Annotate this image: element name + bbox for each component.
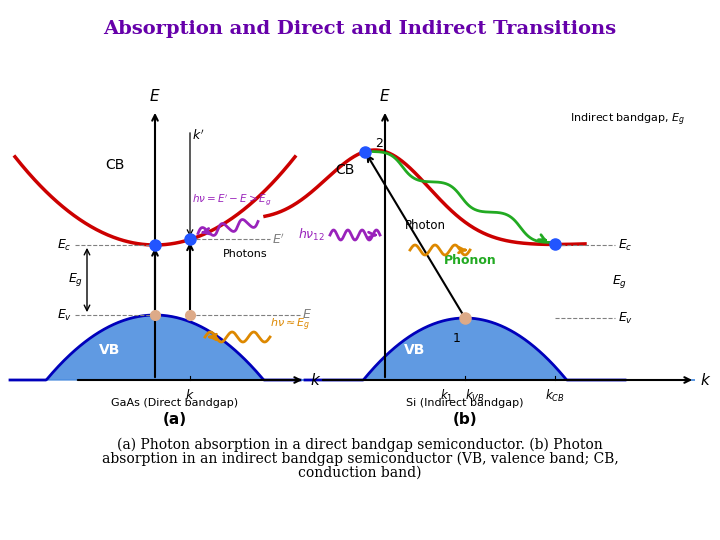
Text: $k_{VB}$: $k_{VB}$ [465,388,485,404]
Text: (a): (a) [163,412,187,427]
Text: VB: VB [99,343,121,357]
Text: $E_c$: $E_c$ [618,238,632,253]
Text: absorption in an indirect bandgap semiconductor (VB, valence band; CB,: absorption in an indirect bandgap semico… [102,452,618,467]
Text: GaAs (Direct bandgap): GaAs (Direct bandgap) [112,398,238,408]
Text: $E'$: $E'$ [272,232,285,247]
Text: $E_c$: $E_c$ [58,238,72,253]
Text: $k$: $k$ [185,388,195,402]
Text: VB: VB [405,343,426,357]
Text: $E$: $E$ [149,88,161,104]
Text: $k_1$: $k_1$ [441,388,454,404]
Text: CB: CB [336,163,355,177]
Text: $h\nu_{12}$: $h\nu_{12}$ [298,227,325,243]
Text: Indirect bandgap, $E_g$: Indirect bandgap, $E_g$ [570,112,685,128]
Text: $k$: $k$ [310,372,321,388]
Text: $E_v$: $E_v$ [57,307,72,322]
Text: $h\nu \approx E_g$: $h\nu \approx E_g$ [270,316,310,333]
Text: $E_v$: $E_v$ [618,310,633,326]
Text: $E_g$: $E_g$ [612,273,627,290]
Text: $k$: $k$ [700,372,711,388]
Text: $k_{CB}$: $k_{CB}$ [545,388,564,404]
Text: 1: 1 [453,332,461,345]
Text: $E$: $E$ [302,308,312,321]
Text: Absorption and Direct and Indirect Transitions: Absorption and Direct and Indirect Trans… [104,20,616,38]
Text: $E_g$: $E_g$ [68,272,83,288]
Text: CB: CB [105,158,125,172]
Text: Photon: Photon [405,219,446,232]
Text: 2: 2 [375,137,383,150]
Text: Photons: Photons [222,249,267,260]
Text: $k'$: $k'$ [192,128,204,143]
Text: $h\nu = E^\prime - E > E_g$: $h\nu = E^\prime - E > E_g$ [192,193,272,207]
Text: Phonon: Phonon [444,254,496,267]
Polygon shape [305,318,695,380]
Polygon shape [10,315,305,380]
Text: (b): (b) [453,412,477,427]
Text: $E$: $E$ [379,88,391,104]
Text: conduction band): conduction band) [298,466,422,480]
Text: Si (Indirect bandgap): Si (Indirect bandgap) [406,398,523,408]
Text: (a) Photon absorption in a direct bandgap semiconductor. (b) Photon: (a) Photon absorption in a direct bandga… [117,438,603,453]
